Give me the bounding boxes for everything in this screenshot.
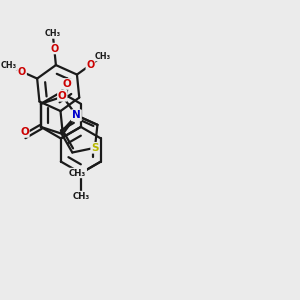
Text: O: O (50, 44, 58, 53)
Text: O: O (86, 60, 94, 70)
Text: CH₃: CH₃ (94, 52, 111, 61)
Text: N: N (72, 110, 81, 120)
Text: N: N (72, 110, 81, 120)
Text: CH₃: CH₃ (0, 61, 16, 70)
Text: O: O (20, 127, 29, 137)
Text: S: S (91, 143, 99, 153)
Text: CH₃: CH₃ (45, 29, 61, 38)
Text: CH₃: CH₃ (72, 191, 89, 200)
Text: O: O (63, 79, 71, 89)
Text: CH₃: CH₃ (69, 169, 86, 178)
Text: O: O (18, 67, 26, 77)
Text: O: O (58, 91, 67, 101)
